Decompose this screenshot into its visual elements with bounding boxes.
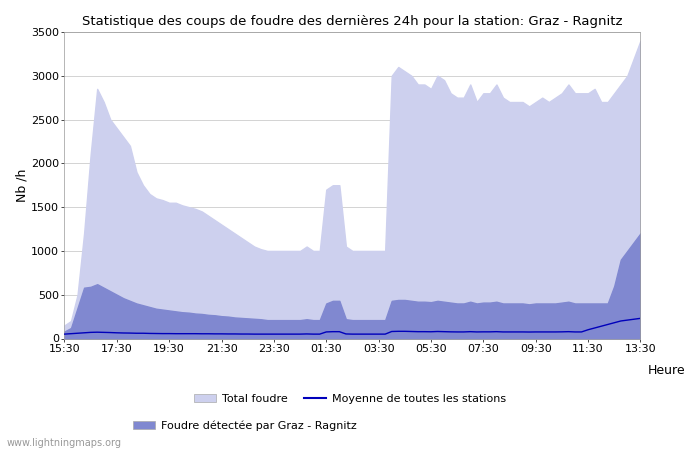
- Legend: Foudre détectée par Graz - Ragnitz: Foudre détectée par Graz - Ragnitz: [129, 416, 361, 436]
- Legend: Total foudre, Moyenne de toutes les stations: Total foudre, Moyenne de toutes les stat…: [190, 390, 510, 409]
- Y-axis label: Nb /h: Nb /h: [15, 169, 28, 202]
- Title: Statistique des coups de foudre des dernières 24h pour la station: Graz - Ragnit: Statistique des coups de foudre des dern…: [82, 15, 623, 28]
- Text: Heure: Heure: [648, 364, 685, 377]
- Text: www.lightningmaps.org: www.lightningmaps.org: [7, 438, 122, 448]
